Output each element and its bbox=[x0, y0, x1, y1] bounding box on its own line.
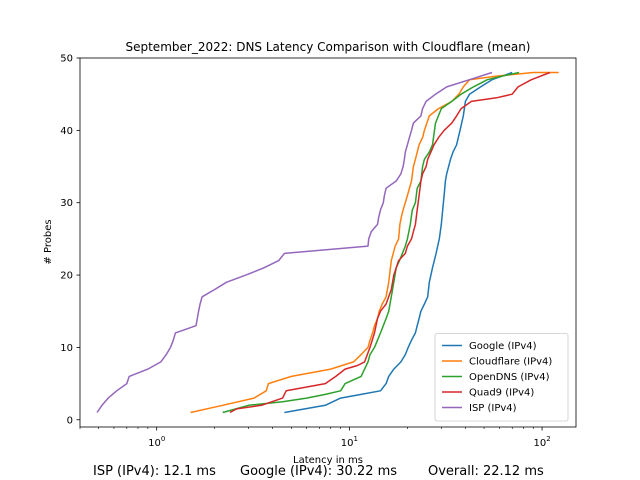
series-lines bbox=[96, 71, 559, 414]
y-tick-label: 10 bbox=[60, 343, 73, 354]
y-axis: 0 10 20 30 40 50 bbox=[60, 54, 80, 426]
isp-summary: ISP (IPv4): 12.1 ms bbox=[93, 464, 216, 479]
x-tick-label: 100 bbox=[148, 435, 165, 449]
legend-label: Quad9 (IPv4) bbox=[469, 388, 534, 399]
y-axis-label: # Probes bbox=[43, 219, 54, 264]
legend-label: ISP (IPv4) bbox=[469, 403, 517, 414]
legend: Google (IPv4) Cloudflare (IPv4) OpenDNS (I… bbox=[434, 333, 569, 422]
series-line-0 bbox=[284, 71, 513, 414]
y-tick-label: 30 bbox=[60, 198, 73, 209]
legend-label: OpenDNS (IPv4) bbox=[469, 372, 550, 383]
x-axis-label: Latency in ms bbox=[293, 455, 363, 466]
summary-footer: ISP (IPv4): 12.1 ms Google (IPv4): 30.22… bbox=[0, 464, 640, 480]
plot-frame bbox=[79, 57, 577, 428]
y-tick-label: 0 bbox=[67, 415, 73, 426]
x-axis: 100 101 102 bbox=[79, 427, 551, 449]
overall-summary: Overall: 22.12 ms bbox=[428, 464, 544, 479]
legend-box bbox=[434, 333, 569, 422]
legend-label: Cloudflare (IPv4) bbox=[469, 357, 552, 368]
series-line-3 bbox=[229, 71, 551, 414]
series-line-1 bbox=[190, 71, 559, 414]
legend-label: Google (IPv4) bbox=[469, 341, 537, 352]
y-tick-label: 40 bbox=[60, 126, 73, 137]
series-line-4 bbox=[96, 71, 493, 413]
x-tick-label: 101 bbox=[341, 435, 358, 449]
chart-title: September_2022: DNS Latency Comparison w… bbox=[125, 40, 530, 54]
google-summary: Google (IPv4): 30.22 ms bbox=[240, 464, 398, 479]
y-tick-label: 20 bbox=[60, 271, 73, 282]
x-tick-label: 102 bbox=[533, 435, 550, 449]
y-tick-label: 50 bbox=[60, 54, 73, 65]
